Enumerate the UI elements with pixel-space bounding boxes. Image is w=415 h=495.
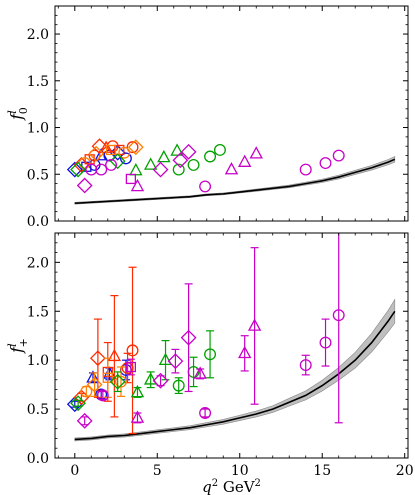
data-point-circle <box>187 158 200 171</box>
plot-area <box>66 233 396 442</box>
data-point-triangle <box>143 157 158 170</box>
data-point-diamond <box>109 153 126 170</box>
data-point-triangle <box>249 146 263 159</box>
data-point-circle <box>172 379 185 392</box>
y-axis-label: fl+ <box>6 338 30 354</box>
data-point-circle <box>204 348 217 361</box>
y-tick-label: 2.0 <box>27 27 49 43</box>
data-point-diamond <box>66 161 83 178</box>
data-point-circle <box>95 163 108 176</box>
data-point-circle <box>106 140 119 153</box>
data-point-circle <box>299 163 312 176</box>
uncertainty-band <box>74 156 396 205</box>
data-point-circle <box>319 157 332 170</box>
data-point-diamond <box>76 412 93 429</box>
data-point-circle <box>96 389 109 402</box>
data-point-square <box>102 372 113 383</box>
data-point-diamond <box>70 395 87 412</box>
data-point-square <box>125 361 137 373</box>
data-point-triangle <box>130 410 145 423</box>
data-point-triangle <box>238 154 252 167</box>
data-point-triangle <box>157 149 171 163</box>
data-point-diamond <box>89 350 106 367</box>
data-point-triangle <box>224 162 239 175</box>
x-tick-label: 5 <box>153 463 162 479</box>
data-point-diamond <box>172 152 189 169</box>
data-point-square <box>125 173 137 185</box>
data-point-circle <box>332 149 345 162</box>
data-point-diamond <box>91 138 108 155</box>
x-tick-label: 15 <box>313 463 331 479</box>
data-point-triangle <box>247 318 262 331</box>
data-point-diamond <box>127 139 144 156</box>
data-point-triangle <box>170 143 184 156</box>
x-tick-label: 20 <box>396 463 414 479</box>
y-tick-label: 0.0 <box>27 214 49 230</box>
data-point-triangle <box>143 372 158 385</box>
y-tick-label: 2.0 <box>27 255 49 271</box>
panel-top-f0: 0.0 0.5 1.0 1.5 2.0 fl0 <box>6 5 409 230</box>
data-point-circle <box>204 150 217 163</box>
data-point-circle <box>199 180 212 193</box>
y-tick-label: 1.0 <box>27 353 49 369</box>
data-point-diamond <box>109 144 126 161</box>
data-point-circle <box>118 146 131 159</box>
data-point-triangle <box>130 178 145 192</box>
y-tick-label: 1.5 <box>27 304 49 320</box>
data-point-diamond <box>86 376 103 393</box>
y-axis-label: fl0 <box>6 107 30 120</box>
data-point-circle <box>126 344 139 357</box>
x-tick-label: 0 <box>70 463 79 479</box>
data-point-circle <box>172 163 185 176</box>
uncertainty-band <box>74 298 396 442</box>
data-point-diamond <box>180 329 197 346</box>
data-point-triangle <box>193 366 207 379</box>
plot-area <box>66 138 396 205</box>
data-point-triangle <box>86 370 100 383</box>
data-point-diamond <box>167 353 184 370</box>
data-point-circle <box>213 143 226 156</box>
data-point-diamond <box>73 156 90 173</box>
data-point-circle <box>115 375 127 388</box>
y-tick-label: 0.5 <box>27 167 49 183</box>
data-point-triangle <box>107 348 122 362</box>
data-point-circle <box>80 385 93 398</box>
data-point-circle <box>299 359 312 372</box>
data-point-circle <box>105 158 118 171</box>
data-point-diamond <box>88 145 105 162</box>
data-point-diamond <box>152 161 169 178</box>
data-point-triangle <box>158 352 173 366</box>
data-point-circle <box>199 407 212 419</box>
y-tick-label: 0.0 <box>27 451 49 467</box>
data-point-circle <box>319 336 332 349</box>
x-tick-label: 10 <box>231 463 249 479</box>
fit-curve <box>74 158 396 205</box>
data-point-triangle <box>130 384 145 398</box>
data-point-triangle <box>238 345 252 359</box>
panel-bottom-fplus: 0.0 0.5 1.0 1.5 2.0 0 5 10 15 20 fl+ q2 GeV2 <box>6 232 414 495</box>
data-point-circle <box>85 163 98 176</box>
data-point-diamond <box>180 143 197 160</box>
data-point-square <box>105 144 117 156</box>
data-point-diamond <box>76 177 93 194</box>
data-point-diamond <box>70 161 87 178</box>
x-axis-label: q2 GeV2 <box>202 478 261 495</box>
data-point-circle <box>332 309 345 322</box>
data-point-circle <box>119 152 132 165</box>
data-point-circle <box>88 149 101 162</box>
axes-frame <box>54 232 409 459</box>
data-point-triangle <box>129 162 143 176</box>
data-point-diamond <box>152 372 169 389</box>
data-point-circle <box>126 141 139 154</box>
fit-curve <box>74 310 396 441</box>
y-tick-label: 1.0 <box>27 121 49 137</box>
y-tick-label: 1.5 <box>27 74 49 90</box>
axes-frame <box>54 5 409 222</box>
y-tick-label: 0.5 <box>27 402 49 418</box>
data-point-diamond <box>109 373 126 390</box>
